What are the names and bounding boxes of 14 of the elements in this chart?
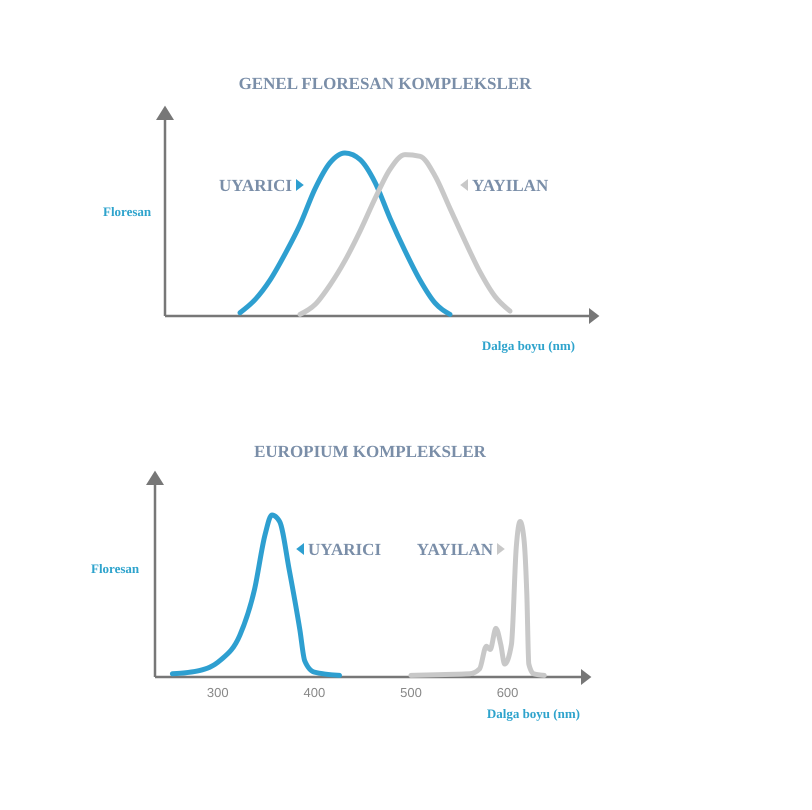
y-axis-title: Floresan <box>91 561 140 576</box>
x-tick-label: 600 <box>496 685 518 700</box>
x-axis-title: Dalga boyu (nm) <box>486 706 580 721</box>
series-label: UYARICI <box>218 176 292 195</box>
legend-label: YAYILAN <box>472 176 549 195</box>
legend-label: UYARICI <box>308 540 382 559</box>
series-label: YAYILAN <box>416 540 494 559</box>
x-tick-label: 400 <box>304 685 326 700</box>
x-axis-title: Dalga boyu (nm) <box>482 338 575 353</box>
x-tick-label: 500 <box>400 685 422 700</box>
chart-title: EUROPIUM KOMPLEKSLER <box>254 442 487 461</box>
chart-title: GENEL FLORESAN KOMPLEKSLER <box>238 74 532 93</box>
y-axis-title: Floresan <box>103 204 152 219</box>
x-tick-label: 300 <box>206 685 229 700</box>
